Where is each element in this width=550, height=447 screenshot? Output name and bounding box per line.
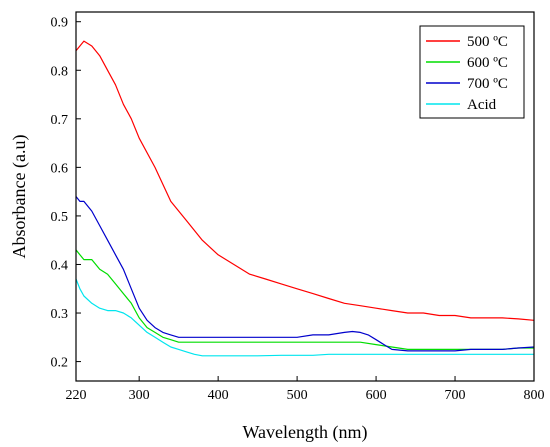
legend-label: 600 ºC — [467, 55, 508, 71]
x-tick-label: 800 — [524, 388, 545, 403]
y-axis-title: Absorbance (a.u) — [9, 135, 30, 259]
y-tick-label: 0.9 — [51, 16, 69, 31]
x-axis-title: Wavelength (nm) — [242, 422, 367, 443]
x-tick-label: 700 — [445, 388, 466, 403]
x-tick-label: 600 — [366, 388, 387, 403]
series-line-1 — [75, 249, 534, 350]
series-line-3 — [75, 278, 534, 357]
y-tick-label: 0.2 — [51, 356, 69, 371]
y-tick-label: 0.6 — [51, 161, 69, 176]
series-layer — [75, 40, 535, 357]
legend: 500 ºC 600 ºC 700 ºC Acid — [419, 25, 525, 119]
y-tick-label: 0.4 — [51, 258, 69, 273]
y-tick-label: 0.7 — [51, 113, 69, 128]
x-tick-label: 500 — [287, 388, 308, 403]
x-tick-label: 220 — [66, 388, 87, 403]
x-tick-label: 400 — [208, 388, 229, 403]
x-tick-label: 300 — [129, 388, 150, 403]
plot-frame — [75, 11, 535, 382]
legend-label: Acid — [467, 97, 497, 113]
y-tick-label: 0.3 — [51, 307, 69, 322]
y-tick-label: 0.5 — [51, 210, 69, 225]
legend-label: 700 ºC — [467, 76, 508, 92]
legend-label: 500 ºC — [467, 34, 508, 50]
y-tick-label: 0.8 — [51, 64, 69, 79]
series-line-2 — [75, 196, 535, 352]
series-line-0 — [75, 40, 535, 321]
axes-layer: 220 300 400 500 600 700 800 0.2 0.3 0.4 0.5 0.6 0.7 0… — [51, 16, 545, 403]
